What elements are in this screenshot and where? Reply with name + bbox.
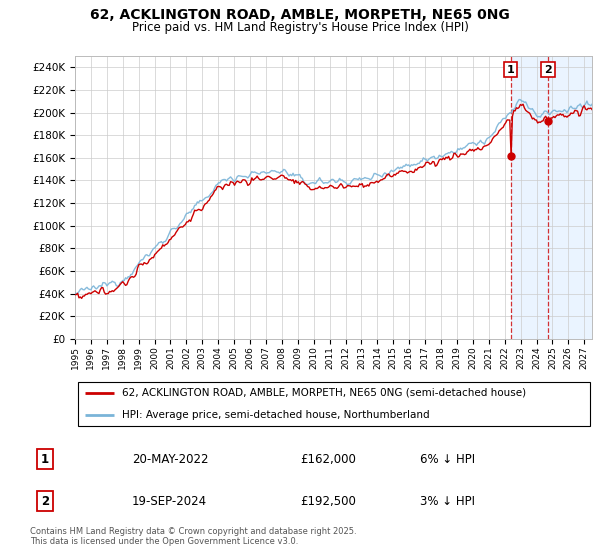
Text: 62, ACKLINGTON ROAD, AMBLE, MORPETH, NE65 0NG: 62, ACKLINGTON ROAD, AMBLE, MORPETH, NE6… bbox=[90, 8, 510, 22]
Text: 62, ACKLINGTON ROAD, AMBLE, MORPETH, NE65 0NG (semi-detached house): 62, ACKLINGTON ROAD, AMBLE, MORPETH, NE6… bbox=[122, 388, 526, 398]
FancyBboxPatch shape bbox=[77, 381, 590, 426]
Text: 6% ↓ HPI: 6% ↓ HPI bbox=[420, 452, 475, 466]
Text: Price paid vs. HM Land Registry's House Price Index (HPI): Price paid vs. HM Land Registry's House … bbox=[131, 21, 469, 34]
Bar bbox=[511, 56, 592, 339]
Text: HPI: Average price, semi-detached house, Northumberland: HPI: Average price, semi-detached house,… bbox=[122, 409, 429, 419]
Text: £192,500: £192,500 bbox=[300, 494, 356, 508]
Text: 20-MAY-2022: 20-MAY-2022 bbox=[132, 452, 209, 466]
Text: 3% ↓ HPI: 3% ↓ HPI bbox=[420, 494, 475, 508]
Text: 2: 2 bbox=[544, 64, 552, 74]
Text: £162,000: £162,000 bbox=[300, 452, 356, 466]
Bar bbox=[548, 56, 592, 339]
Text: 1: 1 bbox=[41, 452, 49, 466]
Text: 1: 1 bbox=[507, 64, 515, 74]
Text: 19-SEP-2024: 19-SEP-2024 bbox=[132, 494, 207, 508]
Text: Contains HM Land Registry data © Crown copyright and database right 2025.
This d: Contains HM Land Registry data © Crown c… bbox=[30, 526, 356, 546]
Text: 2: 2 bbox=[41, 494, 49, 508]
